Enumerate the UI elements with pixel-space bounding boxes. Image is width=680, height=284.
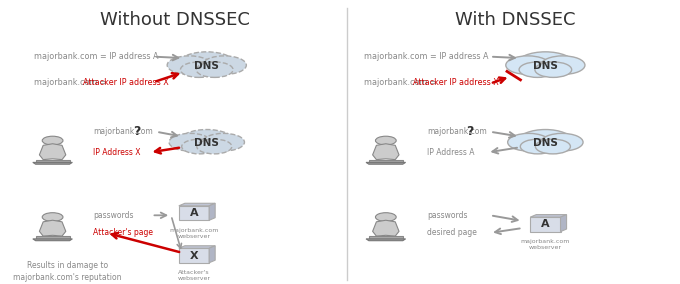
Text: A: A [190,208,199,218]
Polygon shape [39,220,66,236]
Circle shape [169,133,211,151]
Text: Without DNSSEC: Without DNSSEC [100,11,250,29]
Text: Results in damage to
majorbank.com's reputation: Results in damage to majorbank.com's rep… [13,261,122,282]
FancyBboxPatch shape [179,206,209,220]
Polygon shape [209,246,215,263]
Circle shape [197,62,233,78]
Polygon shape [35,236,69,239]
Circle shape [541,56,585,74]
Circle shape [535,62,572,78]
FancyBboxPatch shape [530,217,560,231]
Circle shape [197,139,232,154]
Text: ?: ? [133,125,140,138]
Text: majorbank.com: majorbank.com [427,127,487,136]
Circle shape [182,139,217,154]
Polygon shape [369,236,403,239]
Text: majorbank.com =: majorbank.com = [364,78,439,87]
Text: majorbank.com: majorbank.com [93,127,153,136]
Circle shape [535,139,571,154]
Circle shape [167,56,211,74]
Polygon shape [366,162,405,164]
Polygon shape [369,160,403,162]
Text: DNS: DNS [194,138,219,148]
Text: Attacker IP address X: Attacker IP address X [413,78,498,87]
Text: majorbank.com
webserver: majorbank.com webserver [169,228,219,239]
Text: desired page: desired page [427,228,477,237]
Circle shape [180,62,217,78]
Polygon shape [33,239,72,241]
Text: Attacker's page: Attacker's page [93,228,153,237]
Text: Attacker's
webserver: Attacker's webserver [177,270,211,281]
FancyBboxPatch shape [179,248,209,263]
Polygon shape [366,239,405,241]
Text: passwords: passwords [427,211,467,220]
Polygon shape [560,215,566,231]
Polygon shape [209,203,215,220]
Circle shape [42,213,63,222]
Polygon shape [35,160,69,162]
Circle shape [506,56,550,74]
Circle shape [202,56,246,74]
Text: X: X [190,250,199,260]
Circle shape [519,62,556,78]
Circle shape [180,130,234,152]
Circle shape [508,133,549,151]
Text: DNS: DNS [194,61,219,71]
Text: majorbank.com
webserver: majorbank.com webserver [521,239,570,250]
Circle shape [541,133,583,151]
Text: A: A [541,219,549,229]
Text: With DNSSEC: With DNSSEC [455,11,575,29]
Polygon shape [179,246,215,248]
Text: Attacker IP address X: Attacker IP address X [83,78,169,87]
Text: majorbank.com = IP address A: majorbank.com = IP address A [364,52,488,61]
Circle shape [518,130,573,152]
Circle shape [203,133,244,151]
Text: IP Address A: IP Address A [427,149,475,158]
Polygon shape [33,162,72,164]
Circle shape [517,52,574,76]
Polygon shape [179,203,215,206]
Polygon shape [373,220,399,236]
Circle shape [178,52,235,76]
Text: majorbank.com =: majorbank.com = [34,78,109,87]
Text: ?: ? [466,125,474,138]
Text: passwords: passwords [93,211,133,220]
Circle shape [375,213,396,222]
Circle shape [375,136,396,145]
Circle shape [42,136,63,145]
Text: DNS: DNS [533,61,558,71]
Circle shape [520,139,556,154]
Polygon shape [373,144,399,160]
Text: majorbank.com = IP address A: majorbank.com = IP address A [34,52,158,61]
Text: IP Address X: IP Address X [93,149,141,158]
Polygon shape [530,215,566,217]
Text: DNS: DNS [533,138,558,148]
Polygon shape [39,144,66,160]
